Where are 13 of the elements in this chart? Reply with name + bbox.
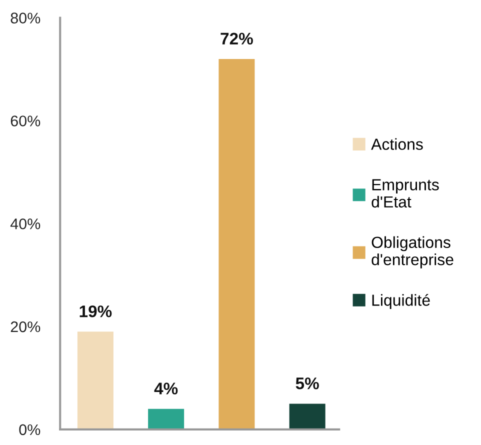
y-tick-label: 40%: [10, 218, 40, 230]
text: 19%: [80, 305, 112, 318]
y-tick-label: 60%: [10, 116, 40, 126]
text: 72%: [220, 32, 253, 45]
legend-label: Emprunts d'Etat: [372, 179, 439, 208]
y-tick-label: 0%: [19, 424, 40, 436]
legend-label: Actions: [371, 138, 423, 150]
legend-label: Obligations d'entreprise: [372, 236, 454, 268]
y-tick-label: 80%: [10, 12, 40, 24]
text: 4%: [154, 382, 178, 394]
text: 5%: [296, 378, 319, 390]
y-tick-label: 20%: [10, 321, 40, 332]
legend-label: Liquidité: [372, 294, 430, 310]
